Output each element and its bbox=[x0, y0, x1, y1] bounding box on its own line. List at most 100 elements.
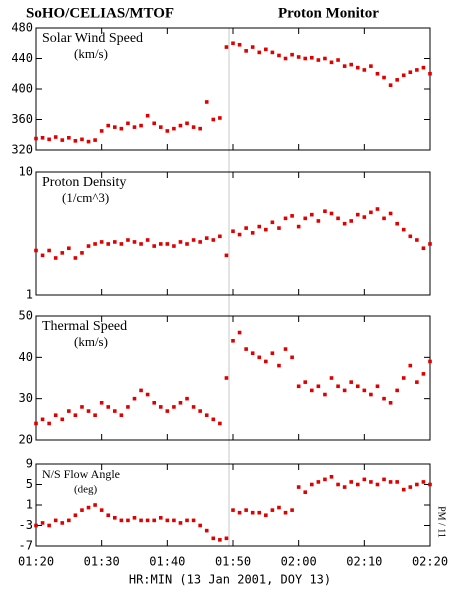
point bbox=[158, 405, 163, 409]
point bbox=[67, 518, 71, 523]
point bbox=[310, 212, 314, 217]
point bbox=[67, 136, 71, 140]
x-tick-label: 02:10 bbox=[346, 555, 382, 569]
point bbox=[257, 510, 262, 515]
point bbox=[401, 376, 406, 380]
panel-title: Solar Wind Speed bbox=[42, 31, 143, 46]
x-tick-label: 01:30 bbox=[84, 555, 120, 569]
point bbox=[218, 538, 222, 542]
point bbox=[296, 485, 301, 489]
point bbox=[415, 238, 419, 242]
point bbox=[283, 510, 288, 515]
point bbox=[316, 384, 321, 389]
point bbox=[283, 56, 288, 61]
point bbox=[369, 392, 373, 397]
point bbox=[47, 421, 51, 426]
point bbox=[198, 409, 202, 413]
point bbox=[264, 47, 268, 52]
point bbox=[80, 508, 84, 512]
x-tick-label: 01:50 bbox=[215, 555, 251, 569]
point bbox=[218, 116, 222, 120]
point bbox=[224, 376, 229, 380]
point bbox=[40, 417, 45, 422]
point bbox=[349, 480, 353, 484]
point bbox=[408, 70, 413, 75]
y-tick-label: 440 bbox=[11, 51, 33, 65]
point bbox=[165, 242, 170, 246]
point bbox=[329, 211, 334, 216]
point bbox=[270, 508, 275, 512]
point bbox=[231, 508, 235, 512]
point bbox=[415, 380, 419, 384]
point bbox=[218, 421, 222, 426]
point bbox=[369, 210, 373, 215]
point bbox=[237, 42, 242, 47]
point bbox=[172, 518, 176, 523]
point bbox=[145, 392, 150, 397]
point bbox=[250, 45, 255, 49]
point bbox=[152, 244, 156, 248]
point bbox=[204, 528, 209, 533]
point bbox=[60, 251, 65, 255]
point bbox=[145, 518, 150, 523]
point bbox=[165, 129, 170, 133]
point bbox=[375, 384, 380, 389]
point bbox=[60, 521, 65, 525]
point bbox=[244, 226, 248, 230]
point bbox=[99, 240, 104, 244]
point bbox=[139, 388, 143, 393]
panel-unit: (km/s) bbox=[74, 46, 108, 61]
point bbox=[349, 62, 353, 67]
point bbox=[178, 521, 183, 525]
point bbox=[99, 508, 104, 512]
y-tick-label: 10 bbox=[19, 165, 33, 179]
point bbox=[369, 64, 373, 68]
point bbox=[362, 68, 367, 72]
point bbox=[139, 242, 143, 246]
point bbox=[264, 359, 268, 364]
point bbox=[290, 52, 294, 57]
point bbox=[428, 482, 432, 487]
point bbox=[421, 65, 426, 70]
point bbox=[388, 211, 393, 216]
point bbox=[277, 363, 281, 368]
point bbox=[296, 224, 301, 229]
point bbox=[408, 363, 413, 368]
point bbox=[382, 477, 386, 482]
point bbox=[336, 384, 340, 389]
point bbox=[342, 64, 347, 68]
point bbox=[126, 121, 130, 126]
point bbox=[369, 480, 373, 484]
point bbox=[139, 518, 143, 523]
point bbox=[342, 485, 347, 489]
point bbox=[401, 73, 406, 78]
point bbox=[257, 355, 262, 360]
point bbox=[231, 229, 235, 234]
point bbox=[250, 231, 255, 235]
point bbox=[336, 58, 340, 62]
x-tick-label: 02:00 bbox=[281, 555, 317, 569]
point bbox=[290, 355, 294, 360]
point bbox=[336, 216, 340, 221]
point bbox=[172, 405, 176, 409]
y-tick-label: 320 bbox=[11, 143, 33, 157]
point bbox=[132, 516, 137, 520]
point bbox=[191, 405, 196, 409]
y-tick-label: 20 bbox=[19, 433, 33, 447]
point bbox=[185, 396, 189, 401]
point bbox=[224, 45, 229, 49]
point bbox=[47, 248, 51, 253]
point bbox=[40, 521, 45, 525]
point bbox=[158, 125, 163, 129]
point bbox=[349, 380, 353, 384]
y-tick-label: -3 bbox=[19, 518, 33, 532]
point bbox=[237, 330, 242, 335]
point bbox=[296, 384, 301, 389]
point bbox=[310, 388, 314, 393]
point bbox=[316, 58, 321, 62]
point bbox=[198, 240, 202, 244]
point bbox=[382, 216, 386, 221]
point bbox=[211, 536, 216, 541]
point bbox=[60, 138, 65, 142]
point bbox=[375, 71, 380, 76]
